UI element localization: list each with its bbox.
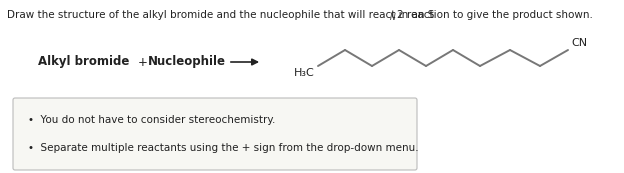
FancyBboxPatch shape (13, 98, 417, 170)
Text: •  You do not have to consider stereochemistry.: • You do not have to consider stereochem… (28, 115, 275, 125)
Text: Draw the structure of the alkyl bromide and the nucleophile that will react in a: Draw the structure of the alkyl bromide … (7, 10, 434, 20)
Text: 2 reaction to give the product shown.: 2 reaction to give the product shown. (397, 10, 593, 20)
Text: Nucleophile: Nucleophile (148, 56, 226, 69)
Text: •  Separate multiple reactants using the + sign from the drop-down menu.: • Separate multiple reactants using the … (28, 143, 419, 153)
Text: H₃C: H₃C (295, 68, 315, 78)
Text: Alkyl bromide: Alkyl bromide (38, 56, 129, 69)
Text: CN: CN (571, 38, 587, 48)
Text: N: N (390, 13, 396, 22)
Text: +: + (138, 56, 148, 69)
